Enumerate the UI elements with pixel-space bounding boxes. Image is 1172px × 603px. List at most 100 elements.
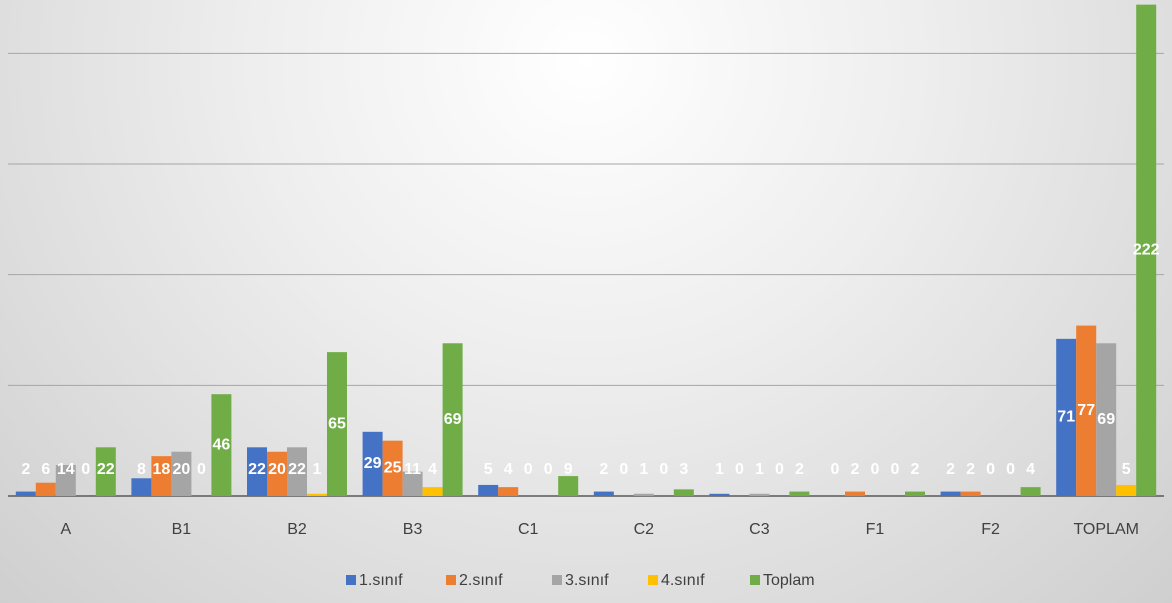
data-label: 77 (1077, 402, 1095, 419)
bar (327, 352, 347, 496)
bar (558, 476, 579, 496)
legend-swatch (446, 575, 456, 585)
legend-label: 3.sınıf (565, 572, 609, 589)
legend-label: 4.sınıf (661, 572, 705, 589)
legend-label: Toplam (763, 572, 815, 589)
data-label: 25 (384, 460, 402, 477)
bar (749, 493, 770, 496)
bar (1056, 338, 1077, 496)
bar (633, 493, 654, 496)
data-label: 4 (1026, 461, 1035, 478)
bar (673, 489, 694, 496)
bar (845, 491, 865, 496)
data-label: 0 (659, 461, 668, 478)
data-label: 0 (891, 461, 900, 478)
bar (442, 343, 463, 496)
data-label: 2 (795, 461, 804, 478)
data-label: 69 (1097, 411, 1115, 428)
data-label: 22 (97, 461, 115, 478)
x-tick-label: B1 (172, 521, 192, 538)
data-label: 0 (544, 461, 553, 478)
data-label: 69 (444, 411, 462, 428)
bar (940, 491, 961, 496)
bar (1076, 325, 1097, 496)
x-tick-label: F2 (981, 521, 1000, 538)
x-tick-label: B2 (287, 521, 307, 538)
data-label: 4 (428, 461, 437, 478)
legend-swatch (648, 575, 658, 585)
bar (211, 394, 232, 496)
data-label: 2 (21, 461, 30, 478)
data-label: 20 (173, 461, 191, 478)
bar (131, 478, 152, 496)
data-label: 222 (1133, 242, 1160, 259)
bar (95, 447, 116, 496)
bar (498, 487, 519, 496)
bar (382, 440, 403, 496)
data-label: 2 (966, 461, 975, 478)
data-label: 6 (41, 461, 50, 478)
data-label: 0 (197, 461, 206, 478)
data-label: 46 (213, 436, 231, 453)
x-tick-label: C2 (634, 521, 655, 538)
data-label: 0 (871, 461, 880, 478)
data-label: 0 (81, 461, 90, 478)
data-label: 20 (268, 461, 286, 478)
bar (960, 491, 981, 496)
data-label: 18 (153, 461, 171, 478)
data-label: 1 (639, 461, 648, 478)
x-tick-label: B3 (403, 521, 423, 538)
bar (905, 491, 925, 496)
x-tick-label: F1 (866, 521, 885, 538)
data-label: 65 (328, 415, 346, 432)
bar (171, 451, 192, 496)
bar (247, 447, 267, 496)
bar (267, 451, 287, 496)
data-label: 29 (364, 455, 382, 472)
data-label: 0 (986, 461, 995, 478)
legend-label: 2.sınıf (459, 572, 503, 589)
bar (151, 456, 172, 496)
bar (789, 491, 810, 496)
data-label: 11 (404, 461, 421, 478)
data-label: 1 (715, 461, 724, 478)
data-label: 22 (288, 461, 306, 478)
legend-swatch (346, 575, 356, 585)
data-label: 22 (248, 461, 266, 478)
data-label: 0 (1006, 461, 1015, 478)
bar (422, 487, 443, 496)
data-label: 5 (1122, 461, 1131, 478)
data-label: 0 (524, 461, 533, 478)
data-label: 2 (946, 461, 955, 478)
bar (478, 484, 499, 496)
data-label: 0 (831, 461, 840, 478)
data-label: 14 (57, 461, 75, 478)
bar (55, 465, 76, 496)
bar (35, 482, 56, 496)
data-label: 1 (313, 461, 322, 478)
data-label: 71 (1057, 409, 1075, 426)
bar (1116, 484, 1137, 496)
data-label: 0 (619, 461, 628, 478)
legend-swatch (750, 575, 760, 585)
data-label: 2 (851, 461, 860, 478)
bar (307, 493, 327, 496)
legend-swatch (552, 575, 562, 585)
data-label: 0 (735, 461, 744, 478)
bar (287, 447, 307, 496)
x-tick-label: TOPLAM (1073, 521, 1139, 538)
bar (15, 491, 36, 496)
data-label: 0 (775, 461, 784, 478)
bar (362, 431, 383, 496)
data-label: 1 (755, 461, 764, 478)
bar (1020, 487, 1041, 496)
data-label: 9 (564, 461, 573, 478)
bar (709, 493, 730, 496)
bar (1136, 4, 1157, 496)
data-label: 2 (599, 461, 608, 478)
bar (1096, 343, 1117, 496)
bar (593, 491, 614, 496)
legend-label: 1.sınıf (359, 572, 403, 589)
bar (402, 471, 423, 496)
